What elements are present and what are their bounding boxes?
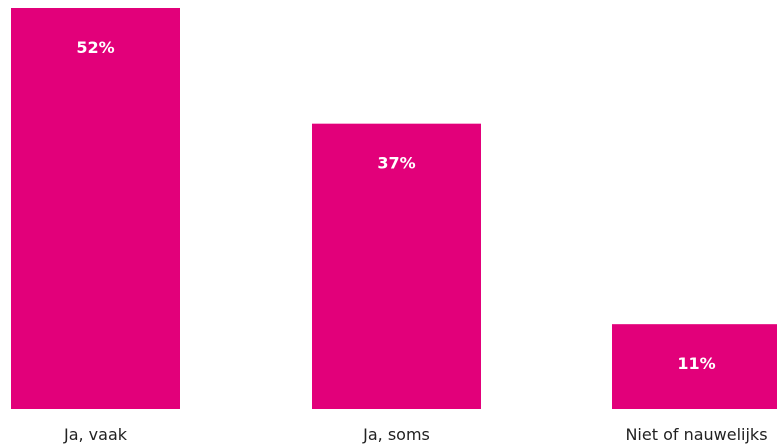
category-label-1: Ja, vaak xyxy=(63,425,128,444)
bar-1 xyxy=(11,8,180,409)
bar-value-label-2: 37% xyxy=(377,154,415,173)
bar-3 xyxy=(612,324,777,409)
category-label-3: Niet of nauwelijks xyxy=(625,425,767,444)
bar-value-label-1: 52% xyxy=(76,38,114,57)
bar-value-label-3: 11% xyxy=(677,354,715,373)
bar-2 xyxy=(312,123,481,409)
category-label-2: Ja, soms xyxy=(362,425,430,444)
